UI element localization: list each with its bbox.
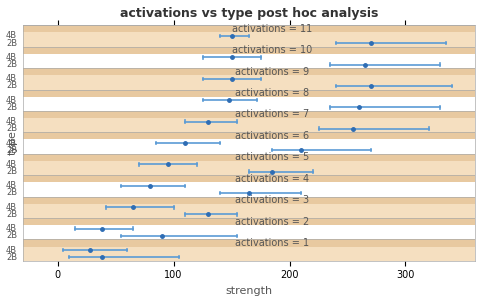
Text: activations = 1: activations = 1 xyxy=(235,238,309,248)
Text: 2B: 2B xyxy=(6,188,17,198)
Bar xyxy=(23,25,475,32)
Text: 4B: 4B xyxy=(6,203,17,212)
Text: activations = 4: activations = 4 xyxy=(235,174,309,184)
Text: activations = 6: activations = 6 xyxy=(235,131,309,141)
Text: 2B: 2B xyxy=(6,38,17,48)
Text: activations = 3: activations = 3 xyxy=(235,195,309,205)
Bar xyxy=(23,111,475,118)
Bar xyxy=(23,225,475,232)
Text: 4B: 4B xyxy=(6,32,17,41)
Text: activations = 11: activations = 11 xyxy=(232,24,312,34)
Text: 2B: 2B xyxy=(6,124,17,133)
Bar xyxy=(23,175,475,182)
Bar xyxy=(23,154,475,161)
Bar xyxy=(23,75,475,82)
Title: activations vs type post hoc analysis: activations vs type post hoc analysis xyxy=(120,7,378,20)
Text: activations = 8: activations = 8 xyxy=(235,88,309,98)
Text: 4B: 4B xyxy=(6,96,17,105)
Text: 2B: 2B xyxy=(6,167,17,176)
Bar xyxy=(23,197,475,204)
Text: 2B: 2B xyxy=(6,60,17,69)
Bar xyxy=(23,104,475,111)
Bar xyxy=(23,247,475,254)
Bar xyxy=(23,139,475,147)
Text: activations = 5: activations = 5 xyxy=(235,152,309,162)
Bar xyxy=(23,40,475,47)
Text: activations = 7: activations = 7 xyxy=(235,109,309,119)
Text: 2B: 2B xyxy=(6,253,17,262)
Bar xyxy=(23,132,475,139)
Text: 2B: 2B xyxy=(6,146,17,155)
Bar xyxy=(23,232,475,239)
Text: 4B: 4B xyxy=(6,181,17,190)
Bar xyxy=(23,204,475,211)
Text: 4B: 4B xyxy=(6,245,17,255)
Text: 4B: 4B xyxy=(6,117,17,126)
Bar xyxy=(23,218,475,225)
Bar xyxy=(23,211,475,218)
Bar xyxy=(23,32,475,40)
Bar xyxy=(23,82,475,89)
Text: 4B: 4B xyxy=(6,160,17,169)
Bar xyxy=(23,61,475,68)
Bar xyxy=(23,147,475,154)
Bar xyxy=(23,182,475,189)
Text: 2B: 2B xyxy=(6,82,17,90)
Text: 4B: 4B xyxy=(6,74,17,83)
Bar xyxy=(23,239,475,247)
Text: activations = 10: activations = 10 xyxy=(232,45,312,55)
Bar xyxy=(23,125,475,132)
Bar xyxy=(23,161,475,168)
X-axis label: strength: strength xyxy=(226,286,272,296)
Bar xyxy=(23,254,475,261)
Text: activations = 9: activations = 9 xyxy=(235,67,309,77)
Bar xyxy=(23,189,475,197)
Text: 4B: 4B xyxy=(6,224,17,233)
Y-axis label: type: type xyxy=(7,131,17,155)
Bar xyxy=(23,54,475,61)
Text: 4B: 4B xyxy=(6,138,17,148)
Bar xyxy=(23,118,475,125)
Bar xyxy=(23,68,475,75)
Bar xyxy=(23,89,475,97)
Text: 2B: 2B xyxy=(6,103,17,112)
Text: 2B: 2B xyxy=(6,231,17,240)
Bar xyxy=(23,97,475,104)
Text: 2B: 2B xyxy=(6,210,17,219)
Bar xyxy=(23,47,475,54)
Text: 4B: 4B xyxy=(6,53,17,62)
Text: activations = 2: activations = 2 xyxy=(235,217,309,227)
Bar xyxy=(23,168,475,175)
